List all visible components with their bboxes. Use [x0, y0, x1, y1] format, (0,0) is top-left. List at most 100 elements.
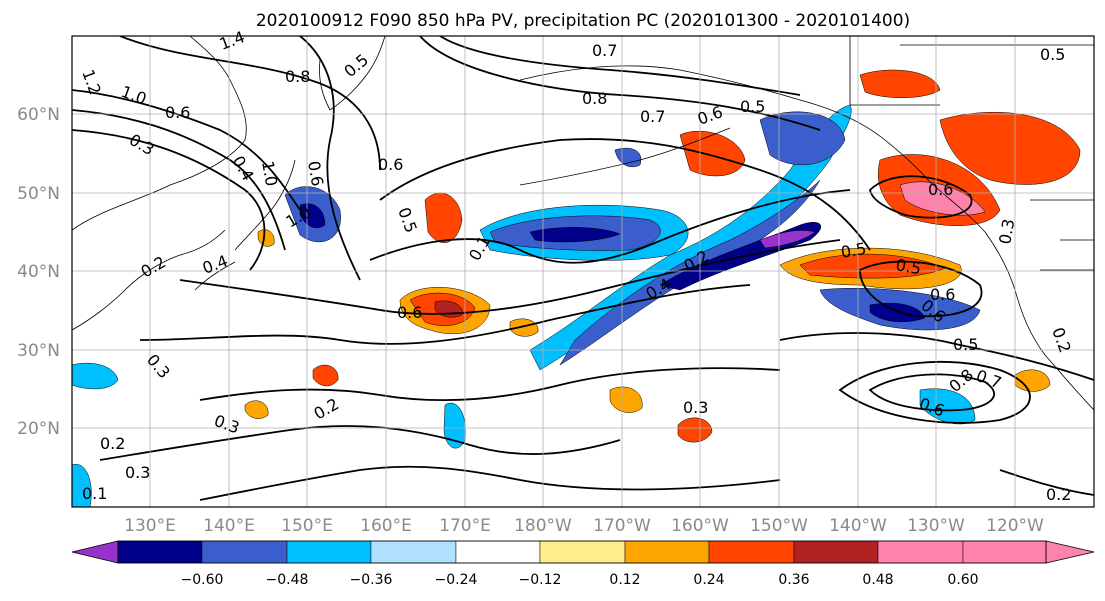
- colorbar-segment: [962, 540, 1047, 564]
- pos-canada: [939, 112, 1081, 185]
- pos-arctic: [859, 69, 941, 99]
- colorbar-tick-label: −0.12: [519, 572, 562, 588]
- lon-tick-label: 170°W: [593, 516, 651, 536]
- gridlines: [72, 36, 1094, 507]
- longitude-axis: 130°E 140°E 150°E 160°E 170°E 180°W 170°…: [124, 516, 1044, 536]
- lat-tick-label: 20°N: [17, 419, 60, 439]
- contour-label: 0.1: [82, 484, 107, 503]
- arctic-coastline: [849, 36, 1094, 106]
- colorbar-segment: [370, 540, 457, 564]
- contour-label: 0.7: [640, 107, 665, 126]
- west-neg: [72, 362, 119, 390]
- pv-contour: [999, 469, 1094, 496]
- colorbar-segment: [455, 540, 541, 564]
- lat-tick-label: 40°N: [17, 262, 60, 282]
- contour-label: 0.3: [125, 463, 150, 482]
- colorbar-tick-label: −0.36: [350, 572, 393, 588]
- contour-label: 0.2: [100, 434, 125, 453]
- lon-tick-label: 180°W: [514, 516, 572, 536]
- contour-label: 0.6: [304, 159, 327, 187]
- precipitation-shading: [72, 69, 1081, 507]
- north-neg-core: [529, 227, 621, 243]
- pv-contour: [869, 175, 973, 219]
- pv-contour: [299, 36, 361, 281]
- colorbar-min-extend: [71, 540, 119, 564]
- contour-label: 0.5: [1040, 45, 1065, 64]
- pv-contour: [72, 89, 301, 211]
- figure-title: 2020100912 F090 850 hPa PV, precipitatio…: [256, 11, 910, 31]
- contour-label: 0.2: [1046, 485, 1071, 504]
- subtrop-neg-core: [869, 302, 926, 323]
- sw-neg: [72, 464, 92, 507]
- contour-label: 0.5: [839, 239, 867, 262]
- lon-tick-label: 150°E: [281, 516, 333, 536]
- pos-dateline-south: [677, 417, 713, 443]
- pos-aleutian: [679, 131, 746, 177]
- colorbar-segment: [793, 540, 879, 564]
- colorbar-segment: [708, 540, 795, 564]
- pv-contours: [72, 36, 1094, 501]
- pv-contour: [119, 36, 381, 171]
- pv-contour: [859, 260, 983, 318]
- lon-tick-label: 140°W: [829, 516, 887, 536]
- pv-contour: [139, 284, 751, 345]
- lon-tick-label: 140°E: [203, 516, 255, 536]
- pos-west: [312, 364, 339, 387]
- colorbar-segment: [624, 540, 710, 564]
- pv-contour: [379, 138, 871, 251]
- map-frame: [71, 35, 1095, 508]
- colorbar-segment: [117, 540, 203, 564]
- pv-contour: [868, 373, 995, 412]
- contour-label: 0.3: [683, 398, 708, 417]
- pv-contour: [99, 425, 621, 461]
- contour-label: 0.6: [397, 303, 422, 322]
- pv-contour: [72, 109, 286, 251]
- colorbar-tick-label: 0.48: [862, 572, 893, 588]
- colorbar-tick-label: −0.24: [435, 572, 478, 588]
- contour-label: 0.6: [165, 103, 190, 122]
- pv-contour: [199, 367, 781, 402]
- colorbar-max-extend: [1045, 540, 1095, 564]
- neg-band-peak: [759, 230, 816, 249]
- pv-contour: [199, 465, 781, 501]
- japan-coastline: [194, 159, 296, 291]
- pv-contour: [439, 36, 801, 96]
- pos-subtrop-east: [1014, 369, 1051, 392]
- pos-sw: [244, 400, 269, 419]
- lon-tick-label: 170°E: [439, 516, 491, 536]
- lat-tick-label: 60°N: [17, 105, 60, 125]
- pos-bc-core: [899, 181, 986, 216]
- kamchatka-coastline: [319, 36, 386, 111]
- contour-label: 0.7: [592, 41, 617, 60]
- contour-label: 0.8: [582, 89, 607, 108]
- pv-contour: [179, 239, 841, 315]
- colorbar-tick-label: −0.48: [266, 572, 309, 588]
- japan-neg-core: [299, 203, 326, 229]
- lon-tick-label: 130°E: [124, 516, 176, 536]
- lon-tick-label: 160°E: [360, 516, 412, 536]
- lon-tick-label: 120°W: [986, 516, 1044, 536]
- lon-tick-label: 160°W: [671, 516, 729, 536]
- colorbar: −0.60 −0.48 −0.36 −0.24 −0.12 0.12 0.24 …: [71, 540, 1095, 588]
- colorbar-tick-label: 0.60: [947, 572, 978, 588]
- colorbar-tick-label: 0.24: [693, 572, 724, 588]
- contour-label: 0.6: [928, 180, 953, 199]
- pv-contour: [72, 129, 266, 271]
- lat-tick-label: 30°N: [17, 341, 60, 361]
- east-neg: [919, 388, 976, 425]
- lon-tick-label: 130°W: [907, 516, 965, 536]
- colorbar-segment: [201, 540, 288, 564]
- colorbar-segment: [286, 540, 372, 564]
- contour-label: 0.5: [953, 335, 978, 354]
- pv-contour: [838, 360, 1031, 424]
- pos-hawaii-east: [509, 318, 539, 337]
- latitude-axis: 60°N 50°N 40°N 30°N 20°N: [17, 105, 60, 439]
- canada-borders: [1030, 199, 1094, 271]
- pv-contour: [779, 332, 1094, 381]
- contour-label: 0.5: [894, 255, 922, 278]
- lat-tick-label: 50°N: [17, 184, 60, 204]
- asia-coastline: [72, 36, 247, 331]
- colorbar-tick-label: 0.36: [778, 572, 809, 588]
- contour-label: 1.0: [258, 159, 281, 187]
